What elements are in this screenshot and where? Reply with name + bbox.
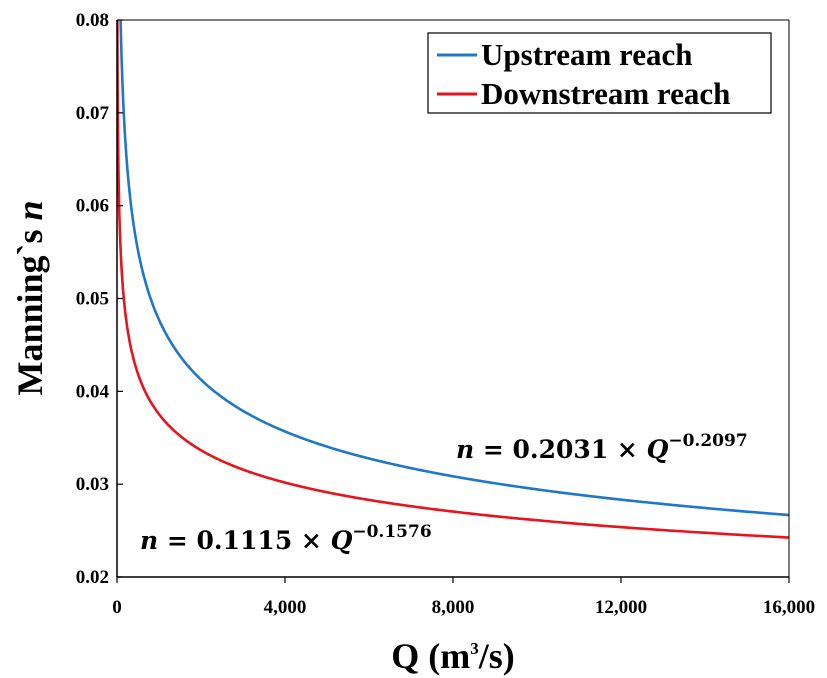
y-axis-title: Manning`s n	[10, 200, 50, 395]
equation-upstream: n = 0.2031 × Q−0.2097	[456, 431, 748, 464]
legend-box	[427, 32, 772, 114]
series-line-upstream	[119, 20, 789, 517]
x-tick-label: 0	[112, 597, 122, 618]
x-ticks: 0 4,000 8,000 12,000 16,000	[112, 577, 815, 618]
y-tick-label: 0.07	[76, 103, 110, 124]
x-tick-label: 16,000	[763, 597, 815, 618]
x-tick-label: 8,000	[432, 597, 475, 618]
y-tick-label: 0.02	[76, 567, 109, 588]
y-tick-label: 0.03	[76, 474, 109, 495]
x-tick-label: 4,000	[264, 597, 307, 618]
y-tick-label: 0.06	[76, 196, 109, 217]
y-ticks: 0.02 0.03 0.04 0.05 0.06 0.07 0.08	[76, 10, 123, 588]
x-axis-title: Q (m3/s)	[391, 636, 514, 676]
legend: Upstream reach Downstream reach	[427, 32, 772, 114]
y-tick-label: 0.04	[76, 381, 110, 402]
legend-label-upstream: Upstream reach	[481, 37, 693, 72]
equation-downstream: n = 0.1115 × Q−0.1576	[140, 522, 432, 555]
y-tick-label: 0.05	[76, 289, 109, 310]
x-tick-label: 12,000	[595, 597, 647, 618]
y-tick-label: 0.08	[76, 10, 109, 31]
legend-label-downstream: Downstream reach	[481, 76, 730, 111]
